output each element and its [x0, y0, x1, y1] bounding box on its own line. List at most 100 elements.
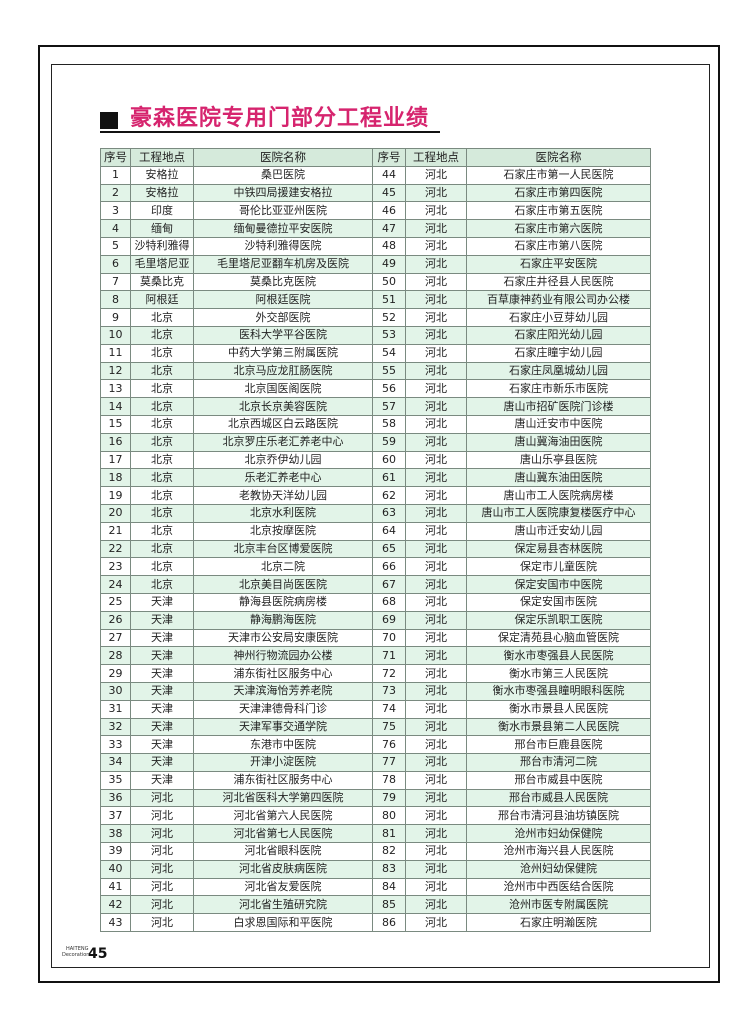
cell-index: 78: [372, 770, 406, 790]
cell-hospital: 哥伦比亚亚州医院: [193, 201, 373, 221]
cell-index: 45: [372, 183, 406, 203]
cell-hospital: 石家庄市第五医院: [466, 201, 651, 221]
cell-index: 62: [372, 486, 406, 505]
cell-index: 59: [372, 432, 406, 452]
cell-index: 84: [372, 877, 406, 897]
cell-index: 61: [372, 468, 406, 488]
cell-location: 河北: [405, 735, 467, 755]
cell-index: 19: [100, 486, 131, 505]
cell-index: 40: [100, 859, 131, 879]
table-row: 8 阿根廷 阿根廷医院 51 河北 百草康神药业有限公司办公楼: [100, 290, 651, 310]
cell-index: 58: [372, 414, 406, 434]
cell-hospital: 衡水市枣强县瞳明眼科医院: [466, 681, 651, 701]
cell-index: 48: [372, 236, 406, 256]
cell-hospital: 莫桑比克医院: [193, 272, 373, 292]
cell-index: 43: [100, 913, 131, 933]
cell-index: 9: [100, 308, 131, 327]
cell-location: 河北: [405, 646, 467, 666]
cell-hospital: 北京美目尚医医院: [193, 575, 373, 594]
cell-hospital: 北京水利医院: [193, 503, 373, 523]
square-bullet-icon: [100, 112, 118, 129]
cell-index: 23: [100, 557, 131, 577]
cell-location: 河北: [405, 183, 467, 203]
cell-index: 57: [372, 397, 406, 416]
cell-index: 11: [100, 343, 131, 363]
table-row: 12 北京 北京马应龙肛肠医院 55 河北 石家庄凤凰城幼儿园: [100, 361, 651, 381]
cell-location: 河北: [405, 379, 467, 399]
table-header-row: 序号 工程地点 医院名称 序号 工程地点 医院名称: [100, 148, 651, 167]
projects-table: 序号 工程地点 医院名称 序号 工程地点 医院名称 1 安格拉 桑巴医院 44 河北 石家…: [100, 148, 651, 933]
cell-index: 6: [100, 254, 131, 274]
table-row: 37 河北 河北省第六人民医院 80 河北 邢台市清河县油坊镇医院: [100, 806, 651, 826]
cell-index: 49: [372, 254, 406, 274]
cell-location: 河北: [405, 450, 467, 470]
cell-index: 5: [100, 236, 131, 256]
table-row: 38 河北 河北省第七人民医院 81 河北 沧州市妇幼保健院: [100, 824, 651, 844]
cell-location: 北京: [130, 432, 194, 452]
cell-location: 河北: [405, 699, 467, 719]
cell-location: 天津: [130, 699, 194, 719]
cell-location: 河北: [405, 361, 467, 381]
table-row: 7 莫桑比克 莫桑比克医院 50 河北 石家庄井径县人民医院: [100, 272, 651, 292]
cell-location: 河北: [405, 575, 467, 594]
cell-index: 37: [100, 806, 131, 826]
table-row: 14 北京 北京长京美容医院 57 河北 唐山市招矿医院门诊楼: [100, 397, 651, 416]
cell-hospital: 缅甸曼德拉平安医院: [193, 219, 373, 238]
cell-index: 4: [100, 219, 131, 238]
cell-hospital: 静海鹏海医院: [193, 610, 373, 630]
cell-location: 河北: [405, 806, 467, 826]
cell-hospital: 毛里塔尼亚翻车机房及医院: [193, 254, 373, 274]
cell-hospital: 邢台市威县中医院: [466, 770, 651, 790]
cell-hospital: 天津军事交通学院: [193, 717, 373, 737]
cell-index: 86: [372, 913, 406, 933]
cell-hospital: 衡水市景县第二人民医院: [466, 717, 651, 737]
cell-location: 河北: [405, 824, 467, 844]
cell-location: 河北: [405, 308, 467, 327]
cell-location: 缅甸: [130, 219, 194, 238]
header-hospital: 医院名称: [466, 148, 651, 167]
cell-location: 河北: [130, 824, 194, 844]
cell-index: 7: [100, 272, 131, 292]
cell-hospital: 石家庄平安医院: [466, 254, 651, 274]
cell-index: 3: [100, 201, 131, 221]
cell-hospital: 石家庄井径县人民医院: [466, 272, 651, 292]
cell-hospital: 唐山冀东油田医院: [466, 468, 651, 488]
cell-location: 河北: [405, 842, 467, 861]
cell-location: 天津: [130, 664, 194, 683]
cell-index: 10: [100, 325, 131, 345]
cell-location: 河北: [405, 325, 467, 345]
cell-location: 河北: [405, 468, 467, 488]
table-row: 40 河北 河北省皮肤病医院 83 河北 沧州妇幼保健院: [100, 859, 651, 879]
table-row: 23 北京 北京二院 66 河北 保定市儿童医院: [100, 557, 651, 577]
cell-hospital: 北京罗庄乐老汇养老中心: [193, 432, 373, 452]
cell-location: 河北: [130, 913, 194, 933]
cell-location: 印度: [130, 201, 194, 221]
cell-location: 北京: [130, 361, 194, 381]
table-row: 34 天津 开津小淀医院 77 河北 邢台市清河二院: [100, 753, 651, 772]
page-outer-frame: [38, 45, 720, 983]
cell-index: 15: [100, 414, 131, 434]
cell-hospital: 静海县医院病房楼: [193, 592, 373, 612]
cell-location: 安格拉: [130, 183, 194, 203]
table-row: 2 安格拉 中铁四局援建安格拉 45 河北 石家庄市第四医院: [100, 183, 651, 203]
header-location: 工程地点: [130, 148, 194, 167]
table-row: 39 河北 河北省眼科医院 82 河北 沧州市海兴县人民医院: [100, 842, 651, 861]
cell-index: 25: [100, 592, 131, 612]
cell-location: 北京: [130, 379, 194, 399]
cell-location: 河北: [130, 859, 194, 879]
cell-index: 2: [100, 183, 131, 203]
cell-index: 65: [372, 539, 406, 559]
cell-location: 北京: [130, 503, 194, 523]
cell-location: 毛里塔尼亚: [130, 254, 194, 274]
cell-hospital: 唐山市招矿医院门诊楼: [466, 397, 651, 416]
cell-location: 河北: [405, 664, 467, 683]
cell-location: 莫桑比克: [130, 272, 194, 292]
cell-hospital: 北京国医阁医院: [193, 379, 373, 399]
cell-hospital: 北京按摩医院: [193, 521, 373, 541]
cell-location: 天津: [130, 592, 194, 612]
cell-hospital: 邢台市巨鹿县医院: [466, 735, 651, 755]
section-heading: 豪森医院专用门部分工程业绩: [100, 100, 440, 133]
brand-logo: HAITENG Decoration: [62, 946, 102, 958]
cell-hospital: 天津津德骨科门诊: [193, 699, 373, 719]
table-row: 27 天津 天津市公安局安康医院 70 河北 保定清苑县心脑血管医院: [100, 628, 651, 648]
